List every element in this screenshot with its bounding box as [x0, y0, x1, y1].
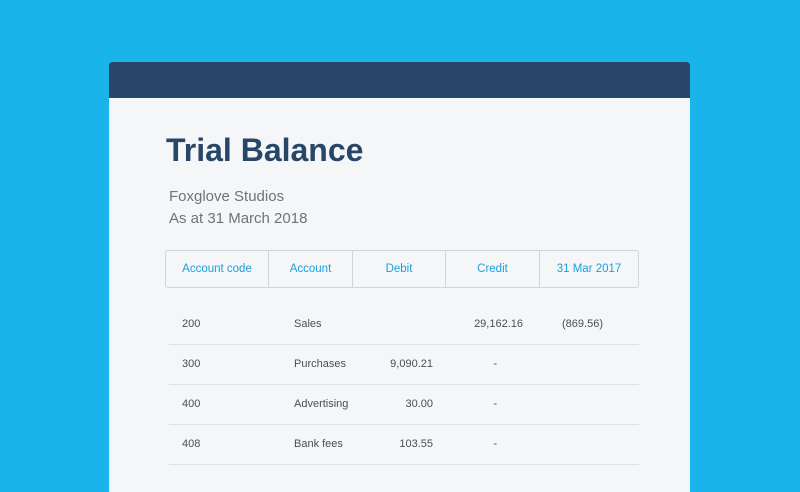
cell-debit: 30.00 [405, 398, 433, 410]
cell-debit: 9,090.21 [390, 358, 433, 370]
cell-account: Sales [294, 318, 322, 330]
table-row[interactable]: 408 Bank fees 103.55 - [169, 425, 639, 465]
table-row[interactable]: 300 Purchases 9,090.21 - [169, 345, 639, 385]
page-title: Trial Balance [166, 132, 364, 168]
table-row[interactable]: 200 Sales 29,162.16 (869.56) [169, 305, 639, 345]
column-header-debit[interactable]: Debit [353, 251, 446, 287]
cell-credit: - [493, 358, 497, 370]
cell-account-code: 400 [182, 398, 201, 410]
cell-credit: - [493, 398, 497, 410]
table-header: Account code Account Debit Credit 31 Mar… [165, 250, 639, 288]
cell-account: Purchases [294, 358, 346, 370]
cell-account-code: 300 [182, 358, 201, 370]
column-header-credit[interactable]: Credit [446, 251, 540, 287]
table-row[interactable]: 400 Advertising 30.00 - [169, 385, 639, 425]
company-name: Foxglove Studios [169, 188, 285, 205]
table-body: 200 Sales 29,162.16 (869.56) 300 Purchas… [169, 305, 639, 465]
column-header-prior-period[interactable]: 31 Mar 2017 [556, 263, 622, 275]
cell-credit: - [493, 438, 497, 450]
cell-account: Advertising [294, 398, 349, 410]
window-titlebar [109, 62, 690, 98]
cell-account-code: 200 [182, 318, 201, 330]
column-header-account-code[interactable]: Account code [166, 251, 269, 287]
cell-account-code: 408 [182, 438, 201, 450]
cell-prior-period: (869.56) [562, 318, 603, 330]
cell-account: Bank fees [294, 438, 343, 450]
cell-credit: 29,162.16 [474, 318, 523, 330]
cell-debit: 103.55 [399, 438, 433, 450]
report-window: Trial Balance Foxglove Studios As at 31 … [109, 62, 690, 492]
column-header-account[interactable]: Account [269, 251, 353, 287]
report-date: As at 31 March 2018 [169, 210, 308, 227]
